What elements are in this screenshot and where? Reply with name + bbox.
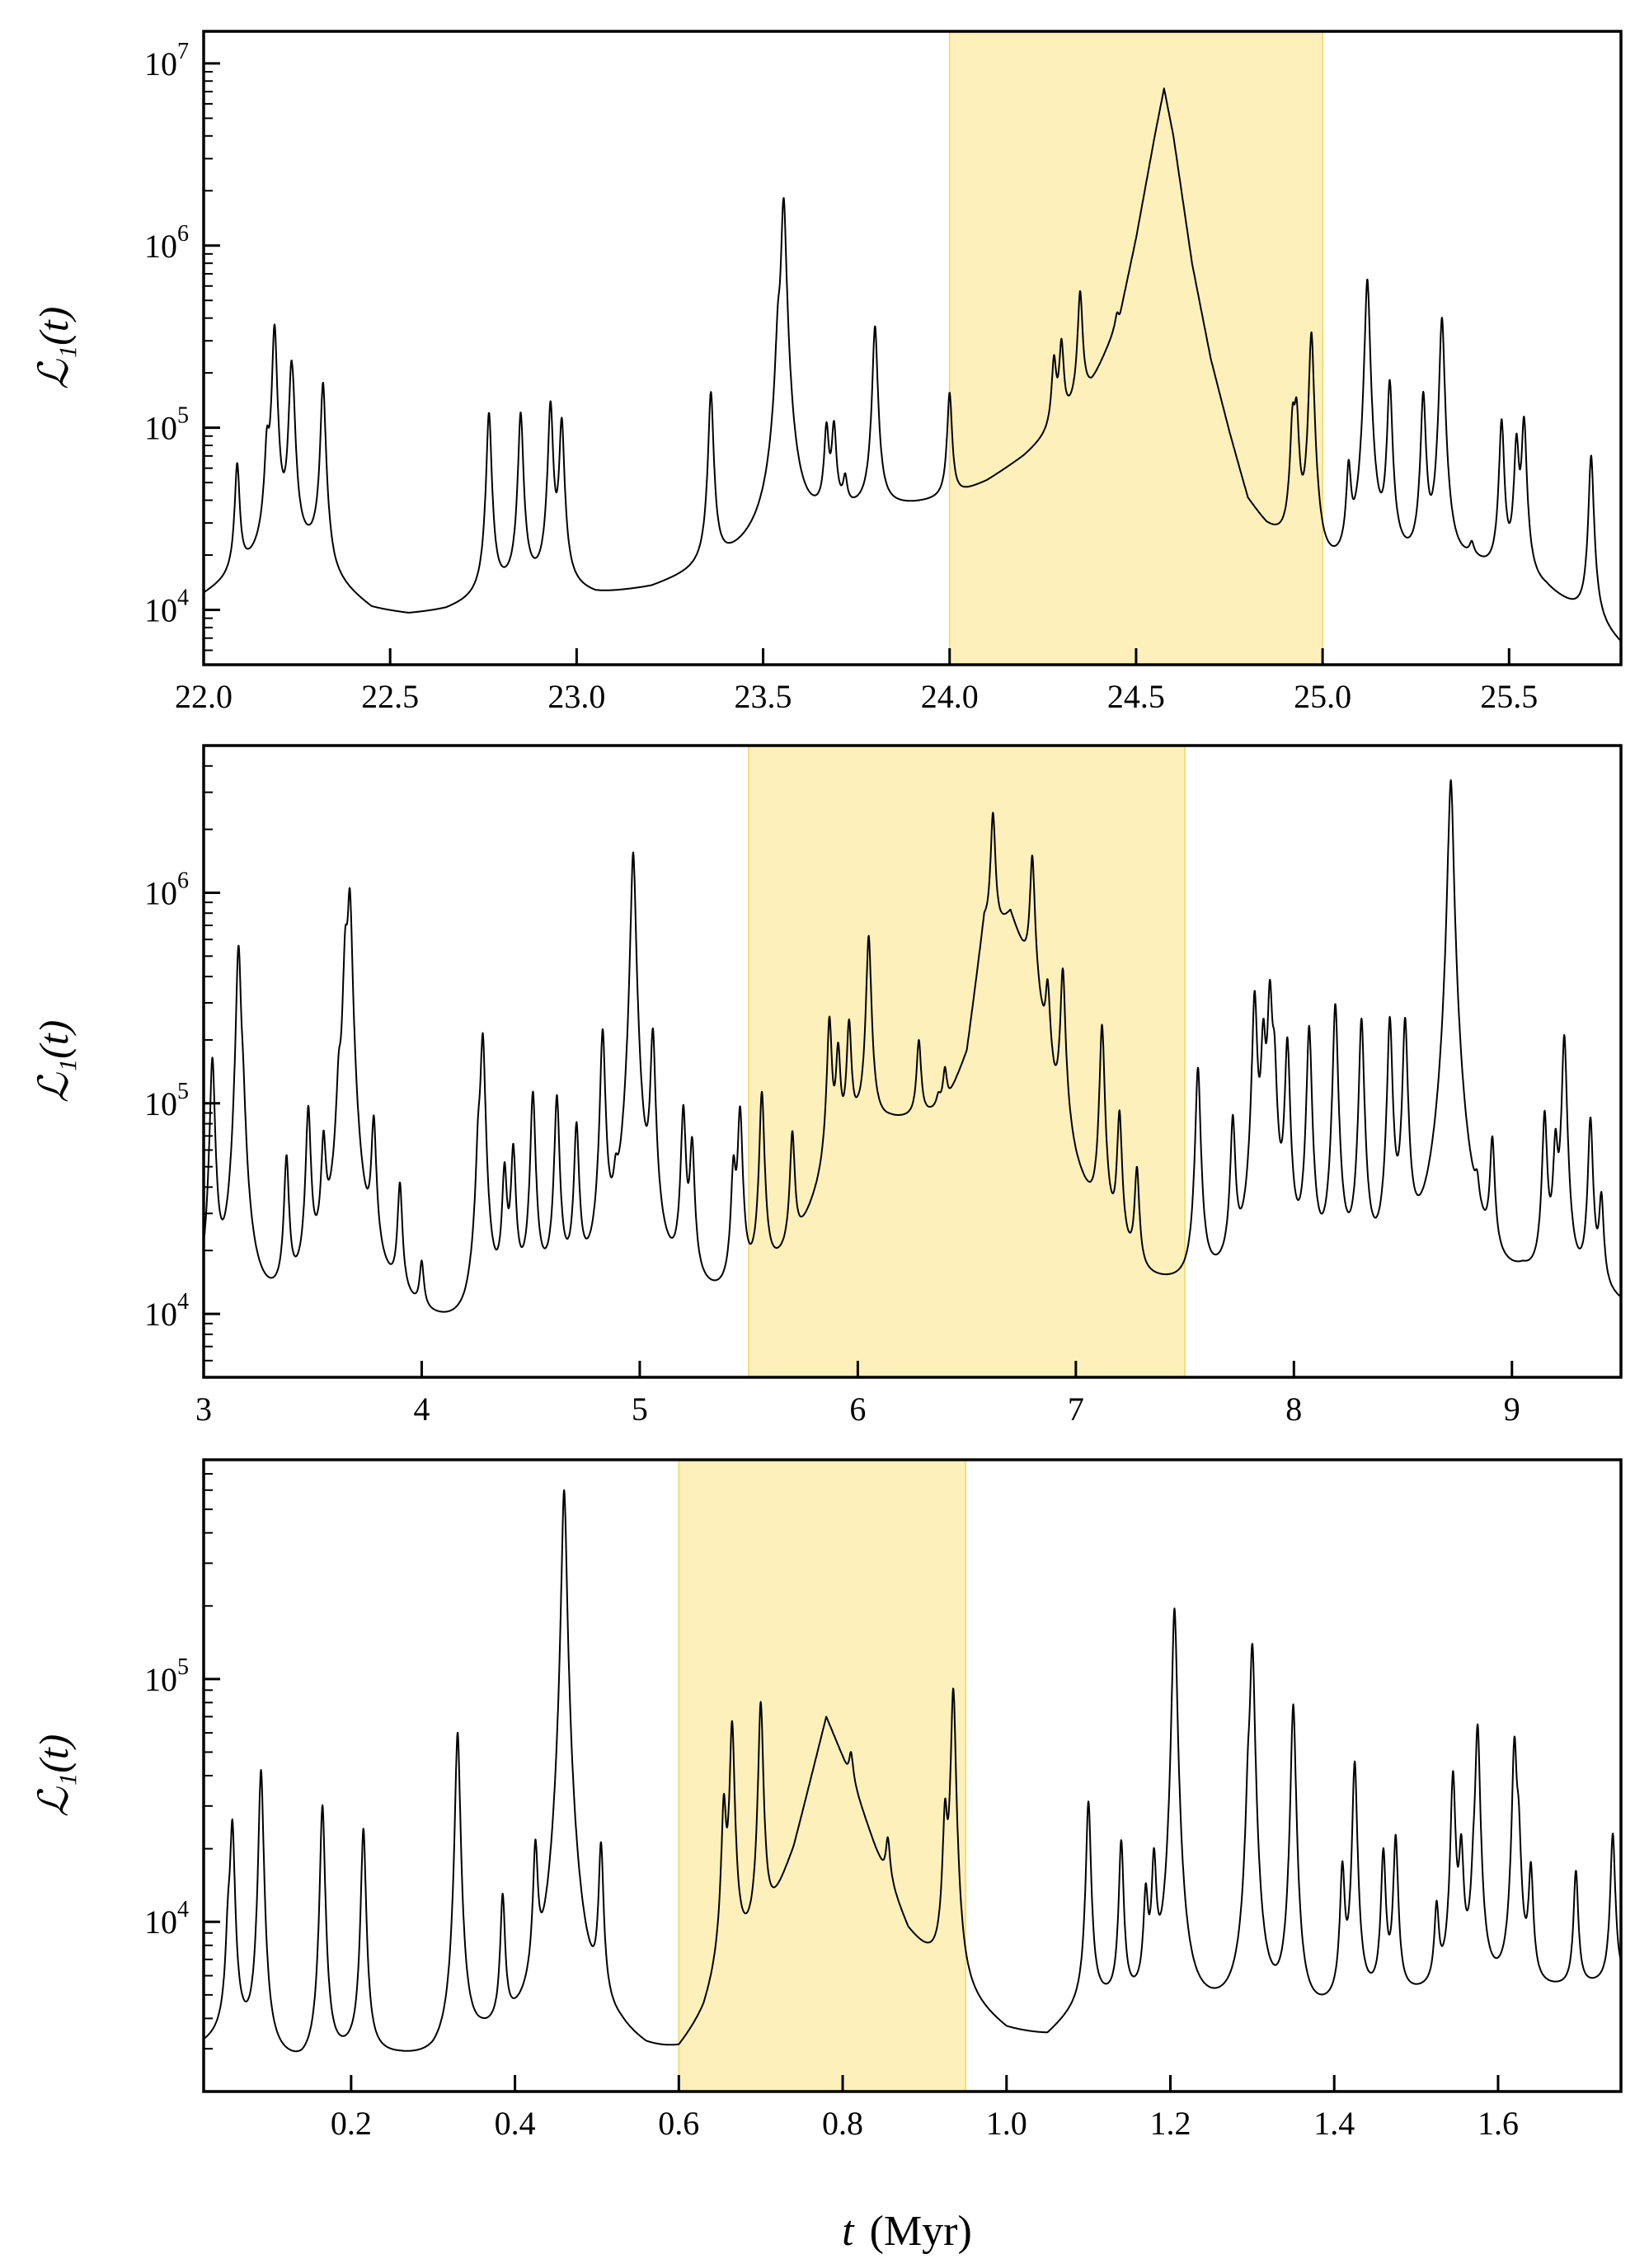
x-tick-label-top: 24.5 [1107, 678, 1165, 715]
y-tick-label-bottom: 105 [144, 1654, 189, 1698]
x-tick-label-bottom: 0.2 [331, 2105, 372, 2142]
axes-frame-bottom [202, 1458, 1623, 2093]
x-tick-label-bottom: 1.0 [986, 2105, 1027, 2142]
x-tick-label-middle: 4 [413, 1390, 430, 1428]
x-tick-label-top: 24.0 [921, 678, 979, 715]
x-tick-label-top: 23.0 [547, 678, 605, 715]
x-tick-label-bottom: 1.4 [1313, 2105, 1355, 2142]
x-tick-label-top: 25.5 [1480, 678, 1538, 715]
x-tick-label-middle: 9 [1504, 1390, 1520, 1428]
axes-frame-middle [202, 744, 1623, 1379]
y-tick-label-middle: 106 [144, 868, 189, 911]
y-tick-label-top: 105 [144, 403, 189, 447]
y-axis-label-bottom: ℒ₁(t) [31, 1734, 77, 1818]
series-line-top [204, 87, 1621, 642]
x-tick-label-top: 23.5 [735, 678, 792, 715]
y-tick-label-middle: 105 [144, 1079, 189, 1122]
highlight-band-middle [748, 745, 1186, 1378]
x-tick-label-top: 25.0 [1294, 678, 1351, 715]
highlight-band-top [948, 31, 1324, 666]
y-tick-label-top: 104 [144, 586, 189, 629]
x-tick-label-bottom: 1.2 [1149, 2105, 1191, 2142]
y-tick-label-bottom: 104 [144, 1897, 189, 1941]
x-tick-label-middle: 3 [195, 1390, 212, 1428]
x-axis-variable: t [842, 2208, 855, 2255]
series-line-middle [204, 779, 1621, 1313]
panel-bottom: 104 105 0.2 0.4 0.6 0.8 1.0 1.2 1.4 1.6 ℒ₁(t) [31, 1458, 1623, 2142]
highlight-band-bottom [678, 1459, 967, 2092]
panel-middle: 104 105 106 3 4 5 6 7 8 9 ℒ₁(t) [31, 744, 1623, 1428]
x-tick-label-top: 22.0 [175, 678, 233, 715]
y-tick-label-top: 107 [144, 39, 189, 82]
x-tick-label-bottom: 0.8 [822, 2105, 863, 2142]
y-axis-label-middle: ℒ₁(t) [31, 1020, 77, 1103]
y-tick-label-top: 106 [144, 221, 189, 265]
panel-top: 104 105 106 107 22.0 22.5 23.0 23.5 24.0 24.5 25.0… [31, 30, 1623, 715]
x-tick-label-bottom: 1.6 [1478, 2105, 1519, 2142]
x-tick-label-middle: 6 [849, 1390, 866, 1428]
y-tick-label-middle: 104 [144, 1289, 189, 1333]
x-tick-label-middle: 8 [1285, 1390, 1302, 1428]
x-tick-label-bottom: 0.4 [495, 2105, 536, 2142]
series-line-bottom [204, 1489, 1621, 2053]
x-axis-title: t (Myr) [842, 2208, 972, 2255]
x-tick-label-top: 22.5 [361, 678, 419, 715]
y-axis-label-top: ℒ₁(t) [31, 307, 77, 390]
x-tick-label-bottom: 0.6 [658, 2105, 699, 2142]
axes-frame-top [202, 30, 1623, 666]
x-tick-label-middle: 5 [632, 1390, 648, 1428]
x-axis-unit: (Myr) [870, 2208, 972, 2255]
x-tick-label-middle: 7 [1068, 1390, 1084, 1428]
